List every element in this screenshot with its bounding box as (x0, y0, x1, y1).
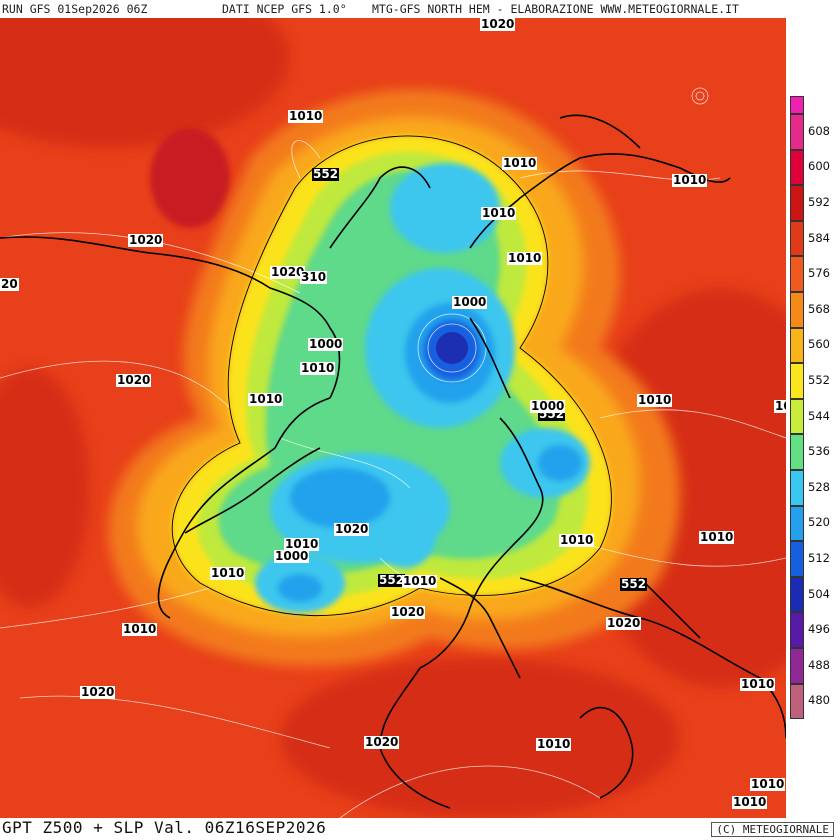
pressure-label: 1010 (750, 777, 786, 791)
pressure-label: 1010 (300, 361, 336, 375)
contour-504 (436, 332, 468, 364)
pressure-label: 1000 (308, 337, 344, 351)
contour-528 (375, 508, 435, 568)
legend-swatch (790, 149, 804, 186)
pressure-label: 1020 (116, 373, 152, 387)
legend-label: 520 (808, 515, 830, 530)
header-bar: RUN GFS 01Sep2026 06Z DATI NCEP GFS 1.0°… (0, 0, 840, 18)
legend-swatch (790, 398, 804, 435)
legend-swatch (790, 576, 804, 613)
legend-label: 552 (808, 373, 830, 387)
contour-520 (278, 574, 322, 602)
legend-label: 600 (808, 159, 830, 174)
pressure-label: 10 (774, 400, 786, 413)
pressure-label: 1020 (390, 605, 426, 619)
contour-520 (290, 468, 390, 528)
pressure-label: 1010 (672, 173, 708, 187)
pressure-label: 1010 (559, 533, 595, 547)
geopotential-field (0, 18, 786, 818)
legend-swatch (790, 220, 804, 257)
legend-label: 536 (808, 444, 830, 459)
legend-swatch (790, 256, 804, 292)
legend-swatch (790, 363, 804, 399)
weather-map: 552 552 552 552 1020 1010 1020 1020 310 … (0, 18, 786, 818)
pressure-label: 1020 (128, 233, 164, 247)
geopotential-label: 552 (312, 167, 340, 181)
pressure-label: 1020 (606, 616, 642, 630)
legend-swatch (790, 648, 804, 684)
legend-swatch (790, 505, 804, 542)
pressure-label: 1020 (364, 735, 400, 749)
pressure-label: 310 (300, 270, 328, 284)
legend-label: 560 (808, 337, 830, 352)
pressure-label: 1020 (334, 522, 370, 536)
high-zone (0, 368, 90, 608)
legend-label: 608 (808, 123, 830, 138)
legend-label: 576 (808, 266, 830, 281)
legend-label: 496 (808, 622, 830, 637)
legend-swatch (790, 327, 804, 364)
legend-swatch (790, 292, 804, 328)
pressure-label: 1010 (122, 622, 158, 636)
producer-label: MTG-GFS NORTH HEM - ELABORAZIONE WWW.MET… (372, 2, 739, 16)
legend-swatch (790, 541, 804, 577)
pressure-label: 1010 (536, 737, 572, 751)
legend-label: 512 (808, 551, 830, 565)
legend-label: 584 (808, 230, 830, 245)
pressure-label: 1000 (274, 549, 310, 563)
geopotential-label: 552 (620, 577, 648, 591)
pressure-label: 1000 (452, 295, 488, 309)
color-scale-legend: 608 600 592 584 576 568 560 552 544 536 528 520 512 5… (786, 18, 840, 818)
legend-swatch (790, 612, 804, 648)
high-zone (280, 658, 680, 818)
pressure-label: 1010 (502, 156, 538, 170)
pressure-label: 1020 (80, 685, 116, 699)
high-core (150, 128, 230, 228)
footer-bar: GPT Z500 + SLP Val. 06Z16SEP2026 (C) MET… (0, 818, 840, 840)
map-title: GPT Z500 + SLP Val. 06Z16SEP2026 (2, 818, 327, 837)
legend-swatch (790, 470, 804, 506)
legend-label: 504 (808, 586, 830, 601)
high-zone (0, 18, 290, 148)
legend-label: 568 (808, 301, 830, 316)
legend-label: 488 (808, 657, 830, 672)
contour-528 (390, 163, 500, 253)
legend-swatch (790, 683, 804, 720)
legend-label: 544 (808, 408, 830, 423)
legend-swatch (790, 185, 804, 221)
legend-swatch (790, 114, 804, 150)
pressure-label: 1010 (288, 109, 324, 123)
pressure-label: 1010 (284, 537, 320, 551)
legend-swatch-top (790, 96, 804, 114)
pressure-label: 1010 (210, 566, 246, 580)
pressure-label: 1010 (402, 574, 438, 588)
run-label: RUN GFS 01Sep2026 06Z (2, 2, 148, 16)
legend-label: 592 (808, 195, 830, 209)
legend-swatch (790, 434, 804, 470)
pressure-label: 1000 (530, 399, 566, 413)
isobar-lines (0, 87, 786, 818)
pressure-label: 1010 (699, 530, 735, 544)
pressure-label: 1010 (637, 393, 673, 407)
pressure-label: 1020 (480, 18, 516, 31)
contour-520 (538, 445, 582, 481)
geopotential-label: 552 (378, 573, 406, 587)
legend-label: 480 (808, 693, 830, 708)
contour-552-line (171, 135, 612, 616)
pressure-label: 1010 (732, 795, 768, 809)
pressure-label: 1010 (507, 251, 543, 265)
pressure-label: 1020 (270, 265, 306, 279)
pressure-label: 1010 (481, 206, 517, 220)
copyright-badge: (C) METEOGIORNALE (711, 822, 834, 837)
data-source-label: DATI NCEP GFS 1.0° (222, 2, 347, 16)
legend-label: 528 (808, 479, 830, 494)
pressure-label: 20 (0, 277, 19, 291)
pressure-label: 1010 (740, 677, 776, 691)
pressure-label: 1010 (248, 392, 284, 406)
